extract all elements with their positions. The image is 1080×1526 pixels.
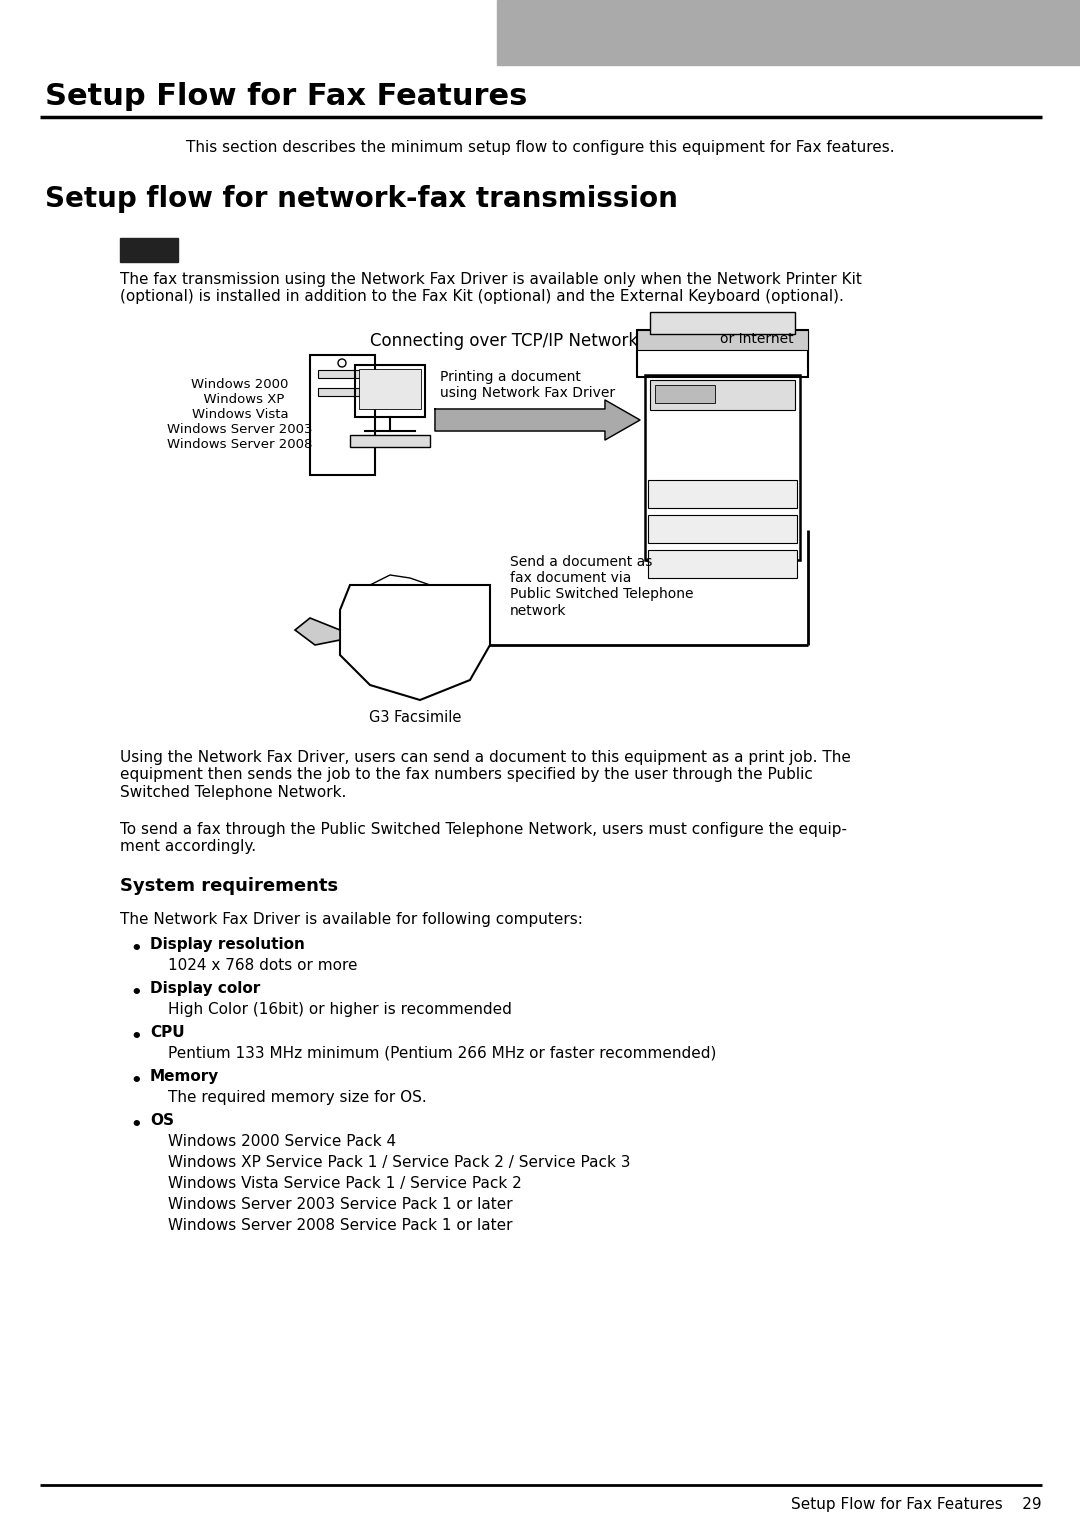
Text: •: • bbox=[130, 1071, 141, 1090]
Text: G3 Facsimile: G3 Facsimile bbox=[368, 710, 461, 725]
Text: Display color: Display color bbox=[150, 981, 260, 996]
Polygon shape bbox=[295, 618, 340, 645]
Bar bbox=[318, 388, 367, 397]
Text: Printing a document
using Network Fax Driver: Printing a document using Network Fax Dr… bbox=[440, 369, 616, 400]
Bar bbox=[120, 238, 178, 262]
Text: or Internet: or Internet bbox=[720, 333, 794, 346]
Text: To send a fax through the Public Switched Telephone Network, users must configur: To send a fax through the Public Switche… bbox=[120, 823, 847, 855]
Text: OS: OS bbox=[150, 1112, 174, 1128]
Polygon shape bbox=[340, 584, 490, 700]
Text: Pentium 133 MHz minimum (Pentium 266 MHz or faster recommended): Pentium 133 MHz minimum (Pentium 266 MHz… bbox=[168, 1045, 716, 1061]
Text: •: • bbox=[130, 940, 141, 958]
Text: Windows Server 2008 Service Pack 1 or later: Windows Server 2008 Service Pack 1 or la… bbox=[168, 1218, 513, 1233]
Text: High Color (16bit) or higher is recommended: High Color (16bit) or higher is recommen… bbox=[168, 1003, 512, 1016]
Polygon shape bbox=[370, 575, 430, 584]
Bar bbox=[310, 356, 375, 475]
Text: Windows 2000 Service Pack 4: Windows 2000 Service Pack 4 bbox=[168, 1134, 396, 1149]
Text: •: • bbox=[130, 1029, 141, 1045]
Polygon shape bbox=[435, 400, 640, 439]
Text: •: • bbox=[130, 984, 141, 1003]
Text: The fax transmission using the Network Fax Driver is available only when the Net: The fax transmission using the Network F… bbox=[120, 272, 862, 304]
Text: Connecting over TCP/IP Network: Connecting over TCP/IP Network bbox=[370, 333, 644, 349]
Text: Windows Server 2003 Service Pack 1 or later: Windows Server 2003 Service Pack 1 or la… bbox=[168, 1196, 513, 1212]
Bar bbox=[648, 514, 797, 543]
Text: Setup flow for network-fax transmission: Setup flow for network-fax transmission bbox=[45, 185, 678, 214]
Text: Tip: Tip bbox=[137, 241, 161, 255]
Bar bbox=[648, 549, 797, 578]
Text: The required memory size for OS.: The required memory size for OS. bbox=[168, 1090, 427, 1105]
Text: 1024 x 768 dots or more: 1024 x 768 dots or more bbox=[168, 958, 357, 974]
Text: Send a document as
fax document via
Public Switched Telephone
network: Send a document as fax document via Publ… bbox=[510, 555, 693, 618]
Text: Setup Flow for Fax Features: Setup Flow for Fax Features bbox=[45, 82, 527, 111]
Bar bbox=[650, 380, 795, 410]
Text: This section describes the minimum setup flow to configure this equipment for Fa: This section describes the minimum setup… bbox=[186, 140, 894, 156]
Text: Memory: Memory bbox=[150, 1070, 219, 1083]
Bar bbox=[355, 365, 426, 417]
Text: •: • bbox=[130, 1116, 141, 1134]
Bar bbox=[318, 369, 367, 378]
Text: Windows Vista Service Pack 1 / Service Pack 2: Windows Vista Service Pack 1 / Service P… bbox=[168, 1177, 522, 1190]
Text: Using the Network Fax Driver, users can send a document to this equipment as a p: Using the Network Fax Driver, users can … bbox=[120, 749, 851, 800]
Text: Display resolution: Display resolution bbox=[150, 937, 305, 952]
Bar bbox=[648, 481, 797, 508]
Bar bbox=[654, 385, 715, 403]
Bar bbox=[645, 375, 800, 560]
Text: Setup Flow for Fax Features    29: Setup Flow for Fax Features 29 bbox=[792, 1497, 1042, 1512]
Text: Windows XP Service Pack 1 / Service Pack 2 / Service Pack 3: Windows XP Service Pack 1 / Service Pack… bbox=[168, 1155, 631, 1170]
Bar bbox=[497, 0, 1080, 66]
Text: Windows 2000
  Windows XP
Windows Vista
Windows Server 2003
Windows Server 2008: Windows 2000 Windows XP Windows Vista Wi… bbox=[167, 378, 313, 452]
Text: The Network Fax Driver is available for following computers:: The Network Fax Driver is available for … bbox=[120, 913, 583, 926]
Bar bbox=[359, 369, 421, 409]
Bar bbox=[637, 330, 808, 377]
Bar bbox=[650, 311, 795, 334]
Bar bbox=[637, 330, 808, 349]
Text: CPU: CPU bbox=[150, 1025, 185, 1041]
Bar bbox=[350, 435, 430, 447]
Text: System requirements: System requirements bbox=[120, 877, 338, 896]
